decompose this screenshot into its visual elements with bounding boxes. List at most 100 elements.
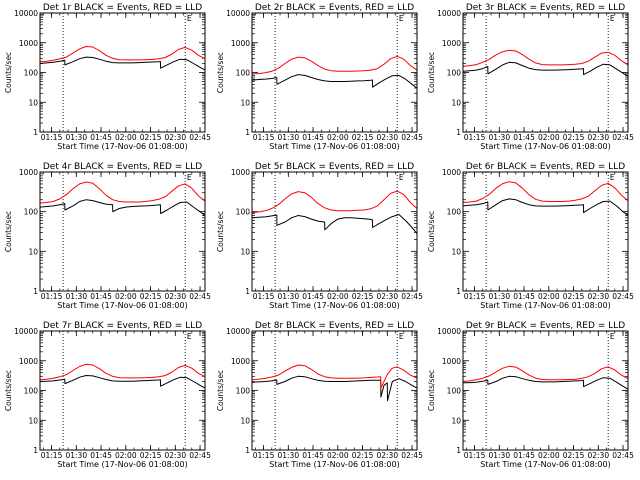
lld-series-line — [462, 49, 629, 67]
x-tick-label: 01:15 — [253, 133, 275, 142]
y-axis-label: Counts/sec — [216, 211, 225, 252]
y-axis-label: Counts/sec — [216, 52, 225, 93]
x-tick-label: 01:45 — [513, 292, 535, 301]
x-tick-label: 01:15 — [41, 451, 63, 460]
y-tick-label: 10 — [240, 98, 250, 107]
events-series-line — [39, 375, 206, 389]
x-tick-label: 02:30 — [587, 292, 609, 301]
lld-series-line — [462, 181, 629, 203]
event-marker-label: E — [187, 332, 192, 341]
x-axis-label: Start Time (17-Nov-06 01:08:00) — [480, 460, 610, 469]
events-series-line — [251, 214, 418, 234]
lld-series-line — [251, 364, 418, 389]
x-tick-label: 02:00 — [115, 133, 137, 142]
y-tick-label: 1 — [33, 446, 38, 455]
x-tick-label: 02:00 — [538, 133, 560, 142]
event-marker-label: E — [187, 173, 192, 182]
x-tick-label: 01:15 — [41, 292, 63, 301]
x-tick-label: 01:15 — [464, 133, 486, 142]
x-tick-label: 02:30 — [376, 292, 398, 301]
x-tick-label: 02:15 — [352, 133, 374, 142]
y-tick-label: 10 — [28, 98, 38, 107]
detector-panel: Det 3r BLACK = Events, RED = LLD Counts/s… — [427, 3, 634, 151]
y-tick-label: 10 — [451, 247, 461, 256]
detector-panel: Det 1r BLACK = Events, RED = LLD Counts/s… — [4, 3, 211, 151]
event-marker-label: E — [610, 173, 615, 182]
x-axis-label: Start Time (17-Nov-06 01:08:00) — [480, 142, 610, 151]
x-tick-label: 02:30 — [587, 133, 609, 142]
y-tick-label: 100 — [236, 387, 251, 396]
y-tick-label: 1000 — [231, 39, 250, 48]
y-axis-label: Counts/sec — [427, 370, 436, 411]
panel-title: Det 3r BLACK = Events, RED = LLD — [466, 3, 625, 13]
y-tick-label: 1 — [456, 287, 461, 296]
y-tick-label: 100 — [236, 69, 251, 78]
y-tick-label: 10000 — [14, 327, 38, 336]
y-axis-label: Counts/sec — [4, 52, 13, 93]
y-tick-label: 10 — [28, 416, 38, 425]
x-tick-label: 02:45 — [612, 451, 634, 460]
x-tick-label: 02:30 — [376, 133, 398, 142]
lld-series-line — [462, 365, 629, 382]
y-tick-label: 1 — [245, 287, 250, 296]
y-axis-label: Counts/sec — [4, 211, 13, 252]
x-tick-label: 02:15 — [140, 133, 162, 142]
event-marker-label: E — [610, 332, 615, 341]
x-tick-label: 02:30 — [164, 133, 186, 142]
plot-frame — [462, 330, 629, 451]
x-tick-label: 02:00 — [538, 451, 560, 460]
detector-panel: Det 6r BLACK = Events, RED = LLD Counts/s… — [427, 162, 634, 310]
x-tick-label: 02:00 — [327, 451, 349, 460]
y-tick-label: 10000 — [14, 9, 38, 18]
x-tick-label: 02:30 — [164, 451, 186, 460]
x-tick-label: 02:15 — [563, 292, 585, 301]
y-tick-label: 100 — [24, 208, 39, 217]
y-tick-label: 1000 — [19, 357, 38, 366]
x-tick-label: 02:45 — [189, 292, 211, 301]
y-tick-label: 100 — [24, 69, 39, 78]
plot-frame — [462, 171, 629, 292]
x-axis-label: Start Time (17-Nov-06 01:08:00) — [269, 301, 399, 310]
x-tick-label: 01:45 — [513, 133, 535, 142]
y-tick-label: 1 — [33, 128, 38, 137]
detector-panel: Det 4r BLACK = Events, RED = LLD Counts/s… — [4, 162, 211, 310]
detector-panel: Det 5r BLACK = Events, RED = LLD Counts/s… — [216, 162, 423, 310]
y-tick-label: 10000 — [437, 327, 461, 336]
y-tick-label: 100 — [447, 208, 462, 217]
events-series-line — [462, 198, 629, 216]
y-tick-label: 1000 — [19, 168, 38, 177]
y-tick-label: 10 — [240, 247, 250, 256]
x-tick-label: 01:45 — [302, 292, 324, 301]
x-tick-label: 01:15 — [41, 133, 63, 142]
panel-grid: Det 1r BLACK = Events, RED = LLD Counts/s… — [4, 3, 634, 469]
event-marker-label: E — [399, 332, 404, 341]
y-tick-label: 10 — [451, 416, 461, 425]
y-tick-label: 1000 — [231, 357, 250, 366]
y-tick-label: 1000 — [442, 39, 461, 48]
detector-panel: Det 9r BLACK = Events, RED = LLD Counts/s… — [427, 321, 634, 469]
lld-series-line — [39, 181, 206, 204]
plot-frame — [251, 12, 418, 133]
x-tick-label: 01:30 — [65, 292, 87, 301]
x-tick-label: 01:15 — [253, 451, 275, 460]
y-tick-label: 100 — [236, 208, 251, 217]
y-axis-label: Counts/sec — [4, 370, 13, 411]
x-axis-label: Start Time (17-Nov-06 01:08:00) — [269, 460, 399, 469]
lld-series-line — [251, 190, 418, 214]
x-tick-label: 02:15 — [563, 133, 585, 142]
y-tick-label: 1 — [456, 128, 461, 137]
x-axis-label: Start Time (17-Nov-06 01:08:00) — [480, 301, 610, 310]
y-tick-label: 1 — [245, 128, 250, 137]
panel-title: Det 9r BLACK = Events, RED = LLD — [466, 321, 625, 331]
panel-title: Det 6r BLACK = Events, RED = LLD — [466, 162, 625, 172]
x-tick-label: 01:15 — [464, 292, 486, 301]
x-tick-label: 01:30 — [65, 133, 87, 142]
y-tick-label: 100 — [447, 387, 462, 396]
x-axis-label: Start Time (17-Nov-06 01:08:00) — [57, 142, 187, 151]
x-tick-label: 01:15 — [253, 292, 275, 301]
y-tick-label: 1000 — [442, 168, 461, 177]
x-tick-label: 02:15 — [352, 451, 374, 460]
y-tick-label: 10 — [451, 98, 461, 107]
lld-series-line — [39, 363, 206, 381]
